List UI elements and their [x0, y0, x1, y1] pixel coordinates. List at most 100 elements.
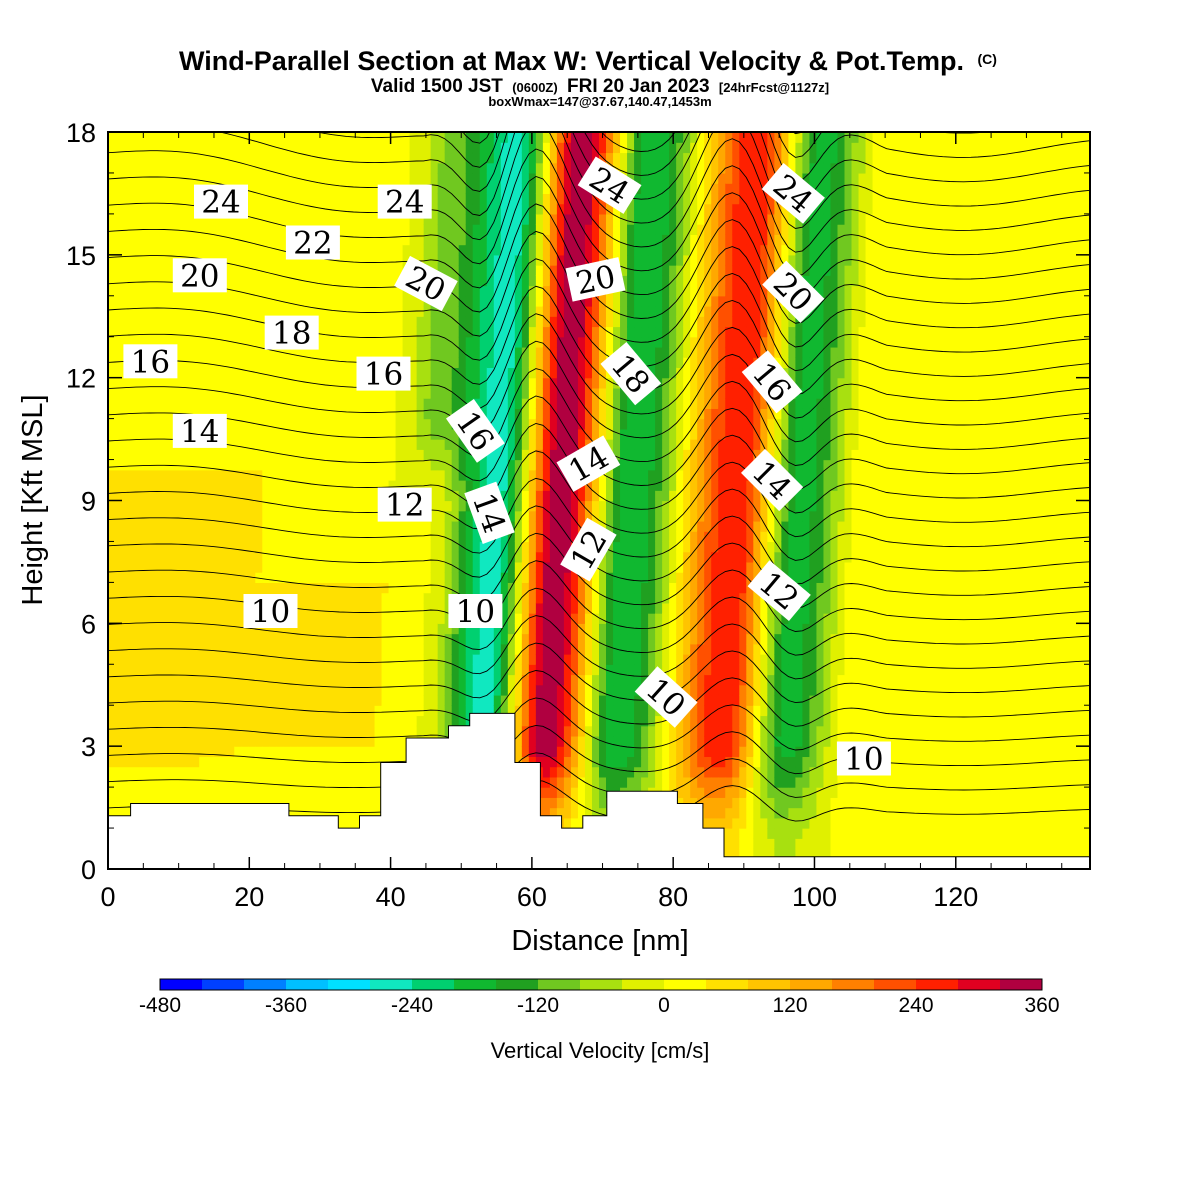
velocity-cell: [409, 172, 418, 184]
velocity-cell: [577, 654, 586, 665]
velocity-cell: [500, 633, 509, 645]
velocity-cell: [213, 224, 221, 235]
velocity-cell: [227, 633, 235, 645]
velocity-cell: [192, 449, 200, 461]
velocity-cell: [465, 387, 474, 399]
velocity-cell: [444, 500, 453, 512]
velocity-cell: [339, 203, 348, 215]
velocity-cell: [423, 582, 432, 594]
velocity-cell: [570, 643, 579, 655]
velocity-cell: [311, 776, 320, 788]
velocity-cell: [150, 664, 158, 676]
velocity-cell: [346, 357, 355, 369]
velocity-cell: [528, 265, 537, 276]
velocity-cell: [136, 428, 144, 440]
velocity-cell: [255, 787, 263, 798]
velocity-cell: [388, 152, 397, 164]
velocity-cell: [213, 213, 221, 225]
velocity-cell: [339, 418, 348, 430]
velocity-cell: [290, 623, 298, 635]
velocity-cell: [115, 633, 123, 645]
velocity-cell: [269, 674, 277, 686]
velocity-cell: [220, 725, 228, 737]
velocity-cell: [171, 664, 179, 676]
velocity-cell: [577, 510, 586, 522]
velocity-cell: [535, 633, 544, 645]
velocity-cell: [262, 367, 270, 379]
velocity-cell: [388, 316, 397, 328]
velocity-cell: [570, 152, 579, 164]
velocity-cell: [339, 193, 348, 205]
velocity-cell: [185, 377, 193, 389]
velocity-cell: [514, 684, 523, 696]
velocity-cell: [416, 643, 425, 655]
velocity-cell: [262, 234, 270, 246]
velocity-cell: [402, 132, 411, 143]
velocity-cell: [444, 357, 453, 369]
velocity-cell: [493, 387, 502, 399]
velocity-cell: [171, 490, 179, 502]
velocity-cell: [584, 613, 593, 624]
velocity-cell: [416, 132, 425, 143]
velocity-cell: [507, 224, 516, 235]
velocity-cell: [346, 295, 355, 307]
velocity-cell: [535, 674, 544, 686]
velocity-cell: [423, 142, 432, 154]
velocity-cell: [346, 705, 355, 717]
velocity-cell: [430, 531, 439, 543]
velocity-cell: [122, 306, 130, 317]
velocity-cell: [262, 439, 270, 450]
velocity-cell: [150, 592, 158, 604]
velocity-cell: [157, 623, 165, 635]
velocity-cell: [255, 306, 263, 317]
velocity-cell: [115, 510, 123, 522]
velocity-cell: [332, 469, 341, 481]
velocity-cell: [220, 582, 228, 594]
velocity-cell: [416, 551, 425, 563]
velocity-cell: [269, 746, 277, 758]
velocity-cell: [374, 541, 383, 553]
velocity-cell: [339, 295, 348, 307]
velocity-cell: [129, 213, 137, 225]
velocity-cell: [157, 254, 165, 266]
velocity-cell: [185, 326, 193, 338]
velocity-cell: [178, 387, 186, 399]
velocity-cell: [563, 797, 572, 809]
velocity-cell: [227, 694, 235, 706]
velocity-cell: [115, 224, 123, 235]
velocity-cell: [108, 367, 116, 379]
velocity-cell: [577, 520, 586, 532]
velocity-cell: [479, 326, 488, 338]
velocity-cell: [171, 306, 179, 317]
velocity-cell: [423, 572, 432, 583]
velocity-cell: [486, 664, 495, 676]
velocity-cell: [556, 398, 565, 409]
velocity-cell: [157, 510, 165, 522]
velocity-cell: [339, 694, 348, 706]
velocity-cell: [276, 162, 284, 174]
velocity-cell: [206, 162, 214, 174]
velocity-cell: [157, 336, 165, 348]
velocity-cell: [493, 684, 502, 696]
velocity-cell: [192, 152, 200, 164]
velocity-cell: [374, 725, 383, 737]
velocity-cell: [115, 531, 123, 543]
velocity-cell: [570, 428, 579, 440]
velocity-cell: [185, 490, 193, 502]
velocity-cell: [241, 643, 249, 655]
velocity-cell: [122, 664, 130, 676]
velocity-cell: [514, 346, 523, 358]
velocity-cell: [213, 623, 221, 635]
velocity-cell: [528, 336, 537, 348]
velocity-cell: [213, 500, 221, 512]
velocity-cell: [584, 224, 593, 235]
velocity-cell: [535, 746, 544, 758]
velocity-cell: [255, 664, 263, 676]
velocity-cell: [332, 398, 341, 409]
velocity-cell: [507, 357, 516, 369]
velocity-cell: [248, 684, 256, 696]
velocity-cell: [591, 705, 600, 717]
velocity-cell: [353, 807, 362, 819]
velocity-cell: [423, 469, 432, 481]
velocity-cell: [367, 613, 376, 624]
